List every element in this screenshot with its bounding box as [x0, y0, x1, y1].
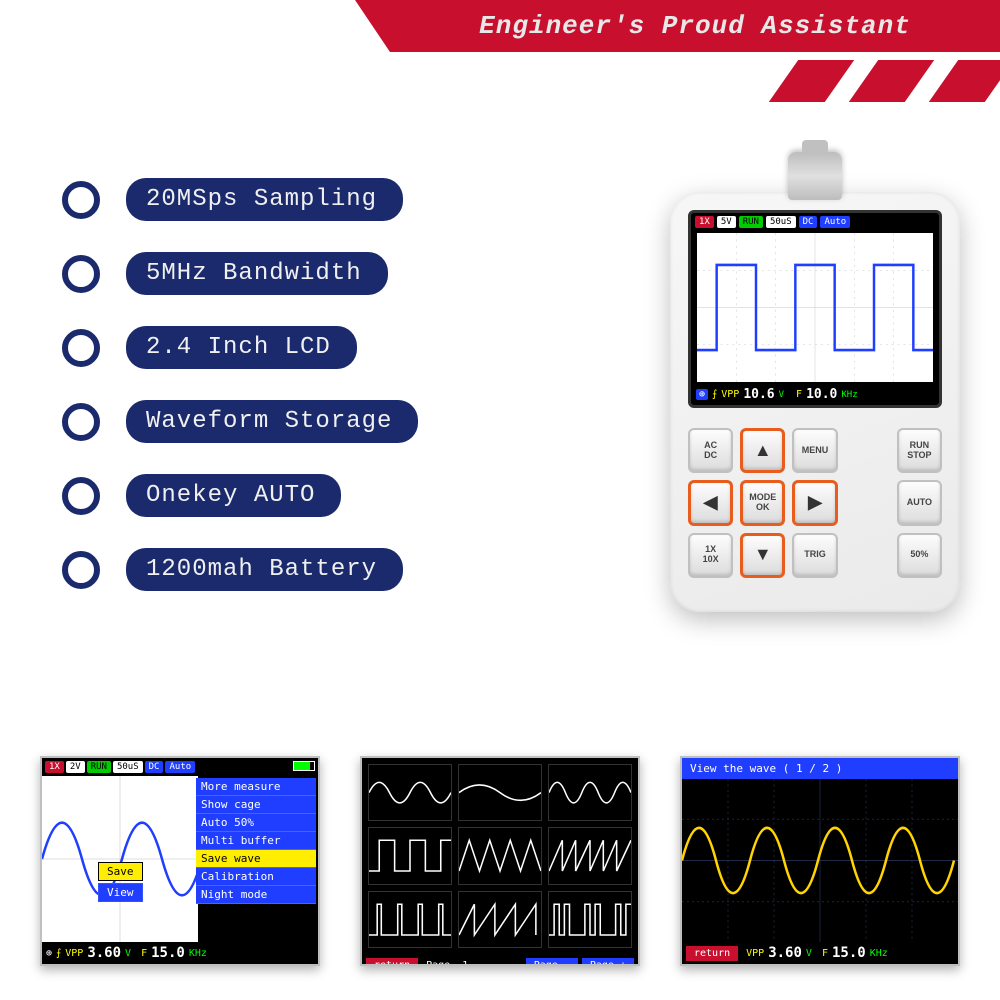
auto-button[interactable]: AUTO — [897, 480, 942, 525]
menu-item[interactable]: Multi buffer — [196, 832, 316, 850]
tdiv-badge: 50uS — [766, 216, 796, 228]
feature-row: 20MSps Sampling — [62, 178, 562, 221]
trig-button[interactable]: TRIG — [792, 533, 837, 578]
menu-button[interactable]: MENU — [792, 428, 837, 473]
device-screen: 1X 5V RUN 50uS DC Auto — [688, 210, 942, 408]
screen-readout: ⊕ ⨍ VPP 10.6 V F 10.0 KHz — [691, 384, 939, 405]
bullet-icon — [62, 403, 100, 441]
page-label: Page — [422, 958, 454, 966]
up-button[interactable]: ▲ — [740, 428, 785, 473]
down-button[interactable]: ▼ — [740, 533, 785, 578]
feature-row: 5MHz Bandwidth — [62, 252, 562, 295]
probe-button[interactable]: 1X10X — [688, 533, 733, 578]
waveform-grid — [362, 758, 638, 954]
probe-badge: 1X — [695, 216, 714, 228]
feature-pill: Onekey AUTO — [126, 474, 341, 517]
banner-title: Engineer's Proud Assistant — [479, 11, 911, 41]
header-banner: Engineer's Proud Assistant — [390, 0, 1000, 52]
viewer-header: View the wave ( 1 / 2 ) — [682, 758, 958, 779]
feature-pill: 1200mah Battery — [126, 548, 403, 591]
return-button[interactable]: return — [686, 946, 738, 961]
wave-cell[interactable] — [368, 891, 452, 948]
left-button[interactable]: ◀ — [688, 480, 733, 525]
wave-cell[interactable] — [548, 764, 632, 821]
view-tab[interactable]: View — [98, 883, 143, 902]
device-keypad: ACDC ▲ MENU RUNSTOP ◀ MODEOK ▶ AUTO 1X10… — [688, 428, 942, 578]
banner-notch — [355, 0, 390, 52]
menu-item[interactable]: Show cage — [196, 796, 316, 814]
vpp-value: 10.6 — [743, 387, 774, 402]
freq-value: 10.0 — [806, 387, 837, 402]
menu-item-selected[interactable]: Save wave — [196, 850, 316, 868]
menu-item[interactable]: Calibration — [196, 868, 316, 886]
return-button[interactable]: return — [366, 958, 418, 966]
feature-row: Onekey AUTO — [62, 474, 562, 517]
bullet-icon — [62, 551, 100, 589]
menu-item[interactable]: More measure — [196, 778, 316, 796]
feature-row: Waveform Storage — [62, 400, 562, 443]
bullet-icon — [62, 181, 100, 219]
fifty-button[interactable]: 50% — [897, 533, 942, 578]
wave-cell[interactable] — [458, 827, 542, 884]
feature-row: 2.4 Inch LCD — [62, 326, 562, 369]
wave-cell[interactable] — [368, 827, 452, 884]
diagonal-stripes — [760, 60, 1000, 102]
screenshot-menu: 1X 2V RUN 50uS DC Auto Save View More me… — [40, 756, 320, 966]
bnc-connector — [788, 152, 842, 200]
screenshot-viewer: View the wave ( 1 / 2 ) return — [680, 756, 960, 966]
gallery-pagebar: return Page 1 Page - Page + — [362, 954, 638, 966]
bullet-icon — [62, 255, 100, 293]
bullet-icon — [62, 477, 100, 515]
bullet-icon — [62, 329, 100, 367]
shot1-readout: ⊕ ⨍ VPP 3.60 V F 15.0 KHz — [42, 942, 318, 964]
save-tab[interactable]: Save — [98, 862, 143, 881]
vdiv-badge: 5V — [717, 216, 736, 228]
screenshot-gallery: return Page 1 Page - Page + — [360, 756, 640, 966]
shot3-readout: return VPP 3.60 V F 15.0 KHz — [682, 942, 958, 964]
feature-pill: Waveform Storage — [126, 400, 418, 443]
wave-cell[interactable] — [458, 891, 542, 948]
menu-item[interactable]: Night mode — [196, 886, 316, 904]
trigger-badge: Auto — [820, 216, 850, 228]
feature-pill: 2.4 Inch LCD — [126, 326, 357, 369]
waveform-area — [697, 233, 933, 382]
screen-status-bar: 1X 5V RUN 50uS DC Auto — [691, 213, 939, 231]
wave-cell[interactable] — [548, 827, 632, 884]
wave-cell[interactable] — [458, 764, 542, 821]
page-number: 1 — [458, 958, 472, 966]
shot1-statusbar: 1X 2V RUN 50uS DC Auto — [42, 758, 318, 776]
page-prev-button[interactable]: Page - — [526, 958, 578, 966]
run-badge: RUN — [739, 216, 763, 228]
wave-cell[interactable] — [368, 764, 452, 821]
wave-cell[interactable] — [548, 891, 632, 948]
feature-pill: 5MHz Bandwidth — [126, 252, 388, 295]
runstop-button[interactable]: RUNSTOP — [897, 428, 942, 473]
feature-list: 20MSps Sampling 5MHz Bandwidth 2.4 Inch … — [62, 178, 562, 622]
oscilloscope-device: 1X 5V RUN 50uS DC Auto — [670, 192, 960, 612]
mode-ok-button[interactable]: MODEOK — [740, 480, 785, 525]
right-button[interactable]: ▶ — [792, 480, 837, 525]
page-next-button[interactable]: Page + — [582, 958, 634, 966]
feature-pill: 20MSps Sampling — [126, 178, 403, 221]
acdc-button[interactable]: ACDC — [688, 428, 733, 473]
coupling-badge: DC — [799, 216, 818, 228]
menu-panel: More measure Show cage Auto 50% Multi bu… — [196, 778, 316, 904]
menu-item[interactable]: Auto 50% — [196, 814, 316, 832]
screenshot-row: 1X 2V RUN 50uS DC Auto Save View More me… — [40, 756, 960, 966]
feature-row: 1200mah Battery — [62, 548, 562, 591]
